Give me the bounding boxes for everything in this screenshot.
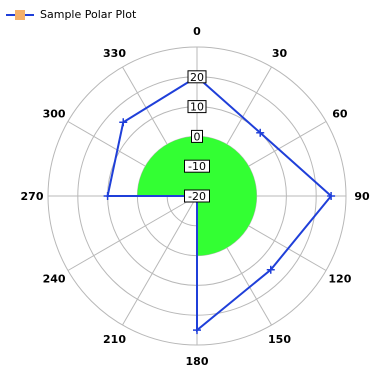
- series-point-315: [119, 118, 128, 127]
- angle-tick-210: 210: [103, 333, 126, 346]
- radial-tick-0: 0: [191, 129, 203, 143]
- svg-text:0: 0: [194, 130, 201, 143]
- angle-tick-30: 30: [272, 47, 288, 60]
- svg-text:20: 20: [190, 71, 204, 84]
- radial-tick--10: -10: [184, 159, 210, 173]
- series-point-180: [193, 326, 201, 335]
- angle-tick-270: 270: [21, 190, 44, 203]
- angle-tick-60: 60: [332, 108, 348, 121]
- angle-tick-240: 240: [43, 273, 66, 286]
- grid-spoke-240: [67, 195, 198, 271]
- angle-tick-90: 90: [354, 190, 370, 203]
- radial-tick-10: 10: [187, 100, 207, 114]
- radial-tick--20: -20: [184, 189, 210, 203]
- angle-tick-300: 300: [43, 108, 66, 121]
- angle-tick-330: 330: [103, 47, 126, 60]
- radial-tick-20: 20: [187, 70, 207, 84]
- svg-text:-10: -10: [188, 160, 206, 173]
- series-point-135: [266, 265, 275, 274]
- angle-tick-120: 120: [328, 273, 351, 286]
- legend-swatch: [6, 9, 34, 20]
- angle-tick-0: 0: [193, 25, 201, 38]
- legend: Sample Polar Plot: [6, 8, 136, 21]
- angle-labels: 0 30 60 90 120 150 180 210 240 270 300 330: [21, 25, 370, 368]
- angle-tick-150: 150: [268, 333, 291, 346]
- legend-box: [15, 9, 25, 20]
- svg-text:-20: -20: [188, 190, 206, 203]
- grid-spoke-210: [122, 195, 198, 326]
- radial-labels: -20 -10 0 10 20: [184, 70, 210, 203]
- svg-text:10: 10: [190, 101, 204, 114]
- angle-tick-180: 180: [186, 355, 209, 368]
- series-point-90: [327, 192, 336, 200]
- series-point-45: [256, 128, 265, 137]
- legend-label: Sample Polar Plot: [40, 8, 137, 21]
- series-point-270: [103, 192, 112, 200]
